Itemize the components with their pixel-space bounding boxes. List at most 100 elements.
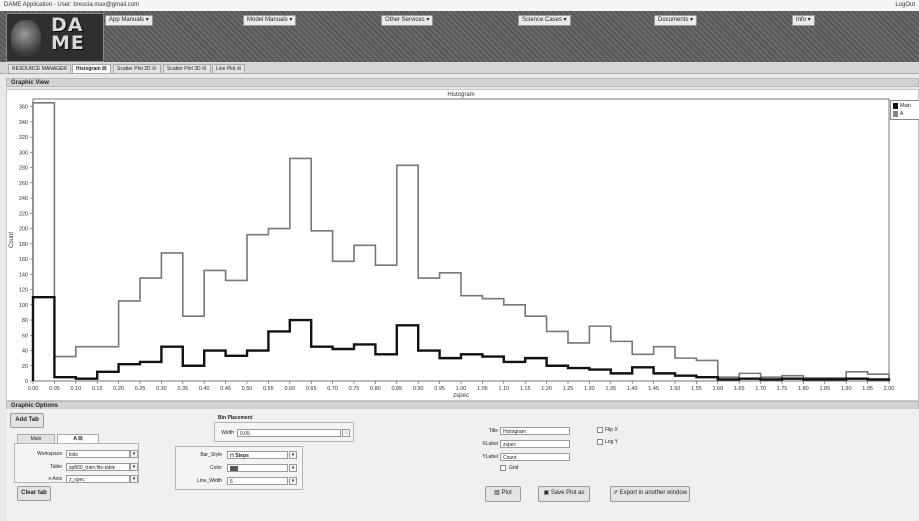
y-tick-label: 180: [19, 242, 28, 248]
chevron-down-icon[interactable]: ▾: [289, 451, 297, 459]
y-tick-label: 320: [19, 135, 28, 141]
workspace-label: Workspace: [37, 451, 62, 457]
chevron-down-icon[interactable]: ▾: [130, 463, 138, 471]
chevron-down-icon[interactable]: ▾: [289, 464, 297, 472]
x-tick-label: 1.65: [734, 386, 745, 392]
legend-label-a: A: [900, 111, 904, 117]
logout-link[interactable]: LogOut: [895, 2, 915, 8]
log-y-checkbox[interactable]: [597, 439, 603, 445]
y-tick-label: 240: [19, 196, 28, 202]
ylabel-label: YLabel: [482, 454, 498, 460]
x-tick-label: 1.55: [691, 386, 702, 392]
x-tick-label: 0.25: [135, 386, 146, 392]
x-tick-label: 0.65: [306, 386, 317, 392]
bar-style-label: Bar_Style: [200, 452, 222, 458]
spinner-icon[interactable]: ↕: [342, 429, 350, 437]
x-tick-label: 1.35: [605, 386, 616, 392]
legend-swatch-a: [893, 111, 898, 117]
tab-line-plot[interactable]: Line Plot ☒: [212, 64, 246, 73]
clear-tab-button[interactable]: Clear tab: [17, 486, 51, 501]
x-tick-label: 2.00: [884, 386, 895, 392]
y-tick-label: 100: [19, 303, 28, 309]
x-tick-label: 0.80: [370, 386, 381, 392]
x-tick-label: 1.15: [520, 386, 531, 392]
y-tick-label: 80: [22, 318, 28, 324]
tab-main[interactable]: Main: [17, 434, 55, 443]
workspace-select[interactable]: kids: [66, 450, 130, 458]
x-tick-label: 1.80: [798, 386, 809, 392]
flip-x-label: Flip X: [605, 427, 618, 433]
legend-swatch-main: [893, 103, 898, 109]
graphic-view-header: Graphic View: [6, 78, 919, 87]
chevron-down-icon[interactable]: ▾: [130, 475, 138, 483]
x-tick-label: 1.85: [819, 386, 830, 392]
plot-button[interactable]: ▥ Plot: [485, 486, 521, 502]
y-tick-label: 200: [19, 227, 28, 233]
x-axis-label: zspec: [453, 393, 469, 399]
x-tick-label: 1.95: [862, 386, 873, 392]
width-input[interactable]: 0.05: [237, 429, 341, 437]
y-tick-label: 340: [19, 120, 28, 126]
bin-placement-title: Bin Placement: [218, 415, 253, 421]
x-tick-label: 1.75: [777, 386, 788, 392]
export-window-button[interactable]: ⇗ Export in another window: [610, 486, 690, 502]
x-tick-label: 1.20: [541, 386, 552, 392]
y-tick-label: 300: [19, 150, 28, 156]
chart-icon: ▥: [494, 490, 502, 496]
tab-scatter-3d[interactable]: Scatter Plot 3D ☒: [163, 64, 211, 73]
menu-science-cases[interactable]: Science Cases ▾: [518, 15, 571, 26]
x-tick-label: 0.00: [28, 386, 39, 392]
graphic-options-panel: [6, 409, 919, 521]
add-tab-button[interactable]: Add Tab: [10, 413, 44, 428]
x-tick-label: 1.05: [477, 386, 488, 392]
chevron-down-icon[interactable]: ▾: [130, 450, 138, 458]
x-tick-label: 1.50: [670, 386, 681, 392]
x-tick-label: 1.90: [841, 386, 852, 392]
x-tick-label: 0.05: [49, 386, 60, 392]
header-banner: [0, 11, 919, 62]
series-a-steps: [31, 295, 891, 381]
tab-resource-manager[interactable]: RESOURCE MANAGER: [8, 64, 72, 73]
tab-scatter-2d[interactable]: Scatter Plot 2D ☒: [113, 64, 161, 73]
x-tick-label: 0.70: [327, 386, 338, 392]
color-select[interactable]: [227, 464, 288, 472]
x-tick-label: 1.00: [456, 386, 467, 392]
tab-a[interactable]: A ☒: [57, 434, 99, 443]
line-width-label: Line_Width: [196, 478, 222, 484]
x-tick-label: 1.70: [755, 386, 766, 392]
y-axis-label: Count: [9, 232, 15, 248]
x-tick-label: 0.60: [284, 386, 295, 392]
ylabel-input[interactable]: Count: [500, 453, 570, 461]
flip-x-checkbox[interactable]: [597, 427, 603, 433]
table-select[interactable]: sp800_train.fits-table: [66, 463, 130, 471]
x-tick-label: 0.55: [263, 386, 274, 392]
y-tick-label: 140: [19, 272, 28, 278]
steps-icon: ⊓: [230, 453, 236, 459]
y-tick-label: 0: [25, 379, 28, 385]
bar-style-select[interactable]: ⊓ Steps: [227, 451, 288, 459]
x-tick-label: 0.85: [391, 386, 402, 392]
xlabel-input[interactable]: zspec: [500, 440, 570, 448]
save-plot-button[interactable]: ▣ Save Plot as: [538, 486, 590, 502]
y-tick-label: 280: [19, 166, 28, 172]
menu-documents[interactable]: Documents ▾: [654, 15, 698, 26]
title-input[interactable]: Histogram: [500, 427, 570, 435]
x-tick-label: 0.95: [434, 386, 445, 392]
menu-other-services[interactable]: Other Services ▾: [381, 15, 434, 26]
tab-histogram[interactable]: Histogram ☒: [72, 64, 111, 73]
xaxis-select[interactable]: z_spec: [66, 475, 130, 483]
menu-model-manuals[interactable]: Model Manuals ▾: [243, 15, 297, 26]
line-width-select[interactable]: 6: [227, 477, 288, 485]
histogram-chart: Histogram zspec Count 0 20 40 60 80 100 120 140…: [9, 92, 895, 399]
y-tick-label: 360: [19, 105, 28, 111]
menu-info[interactable]: Info ▾: [792, 15, 815, 26]
grid-checkbox[interactable]: [500, 465, 506, 471]
x-tick-label: 0.75: [349, 386, 360, 392]
x-tick-label: 1.60: [712, 386, 723, 392]
xlabel-label: XLabel: [482, 441, 498, 447]
menu-app-manuals[interactable]: App Manuals ▾: [105, 15, 153, 26]
chart-legend: Main A: [890, 100, 919, 120]
chevron-down-icon[interactable]: ▾: [289, 477, 297, 485]
plot-frame: [32, 98, 890, 382]
main-tab-strip: RESOURCE MANAGER Histogram ☒ Scatter Plo…: [0, 62, 919, 74]
